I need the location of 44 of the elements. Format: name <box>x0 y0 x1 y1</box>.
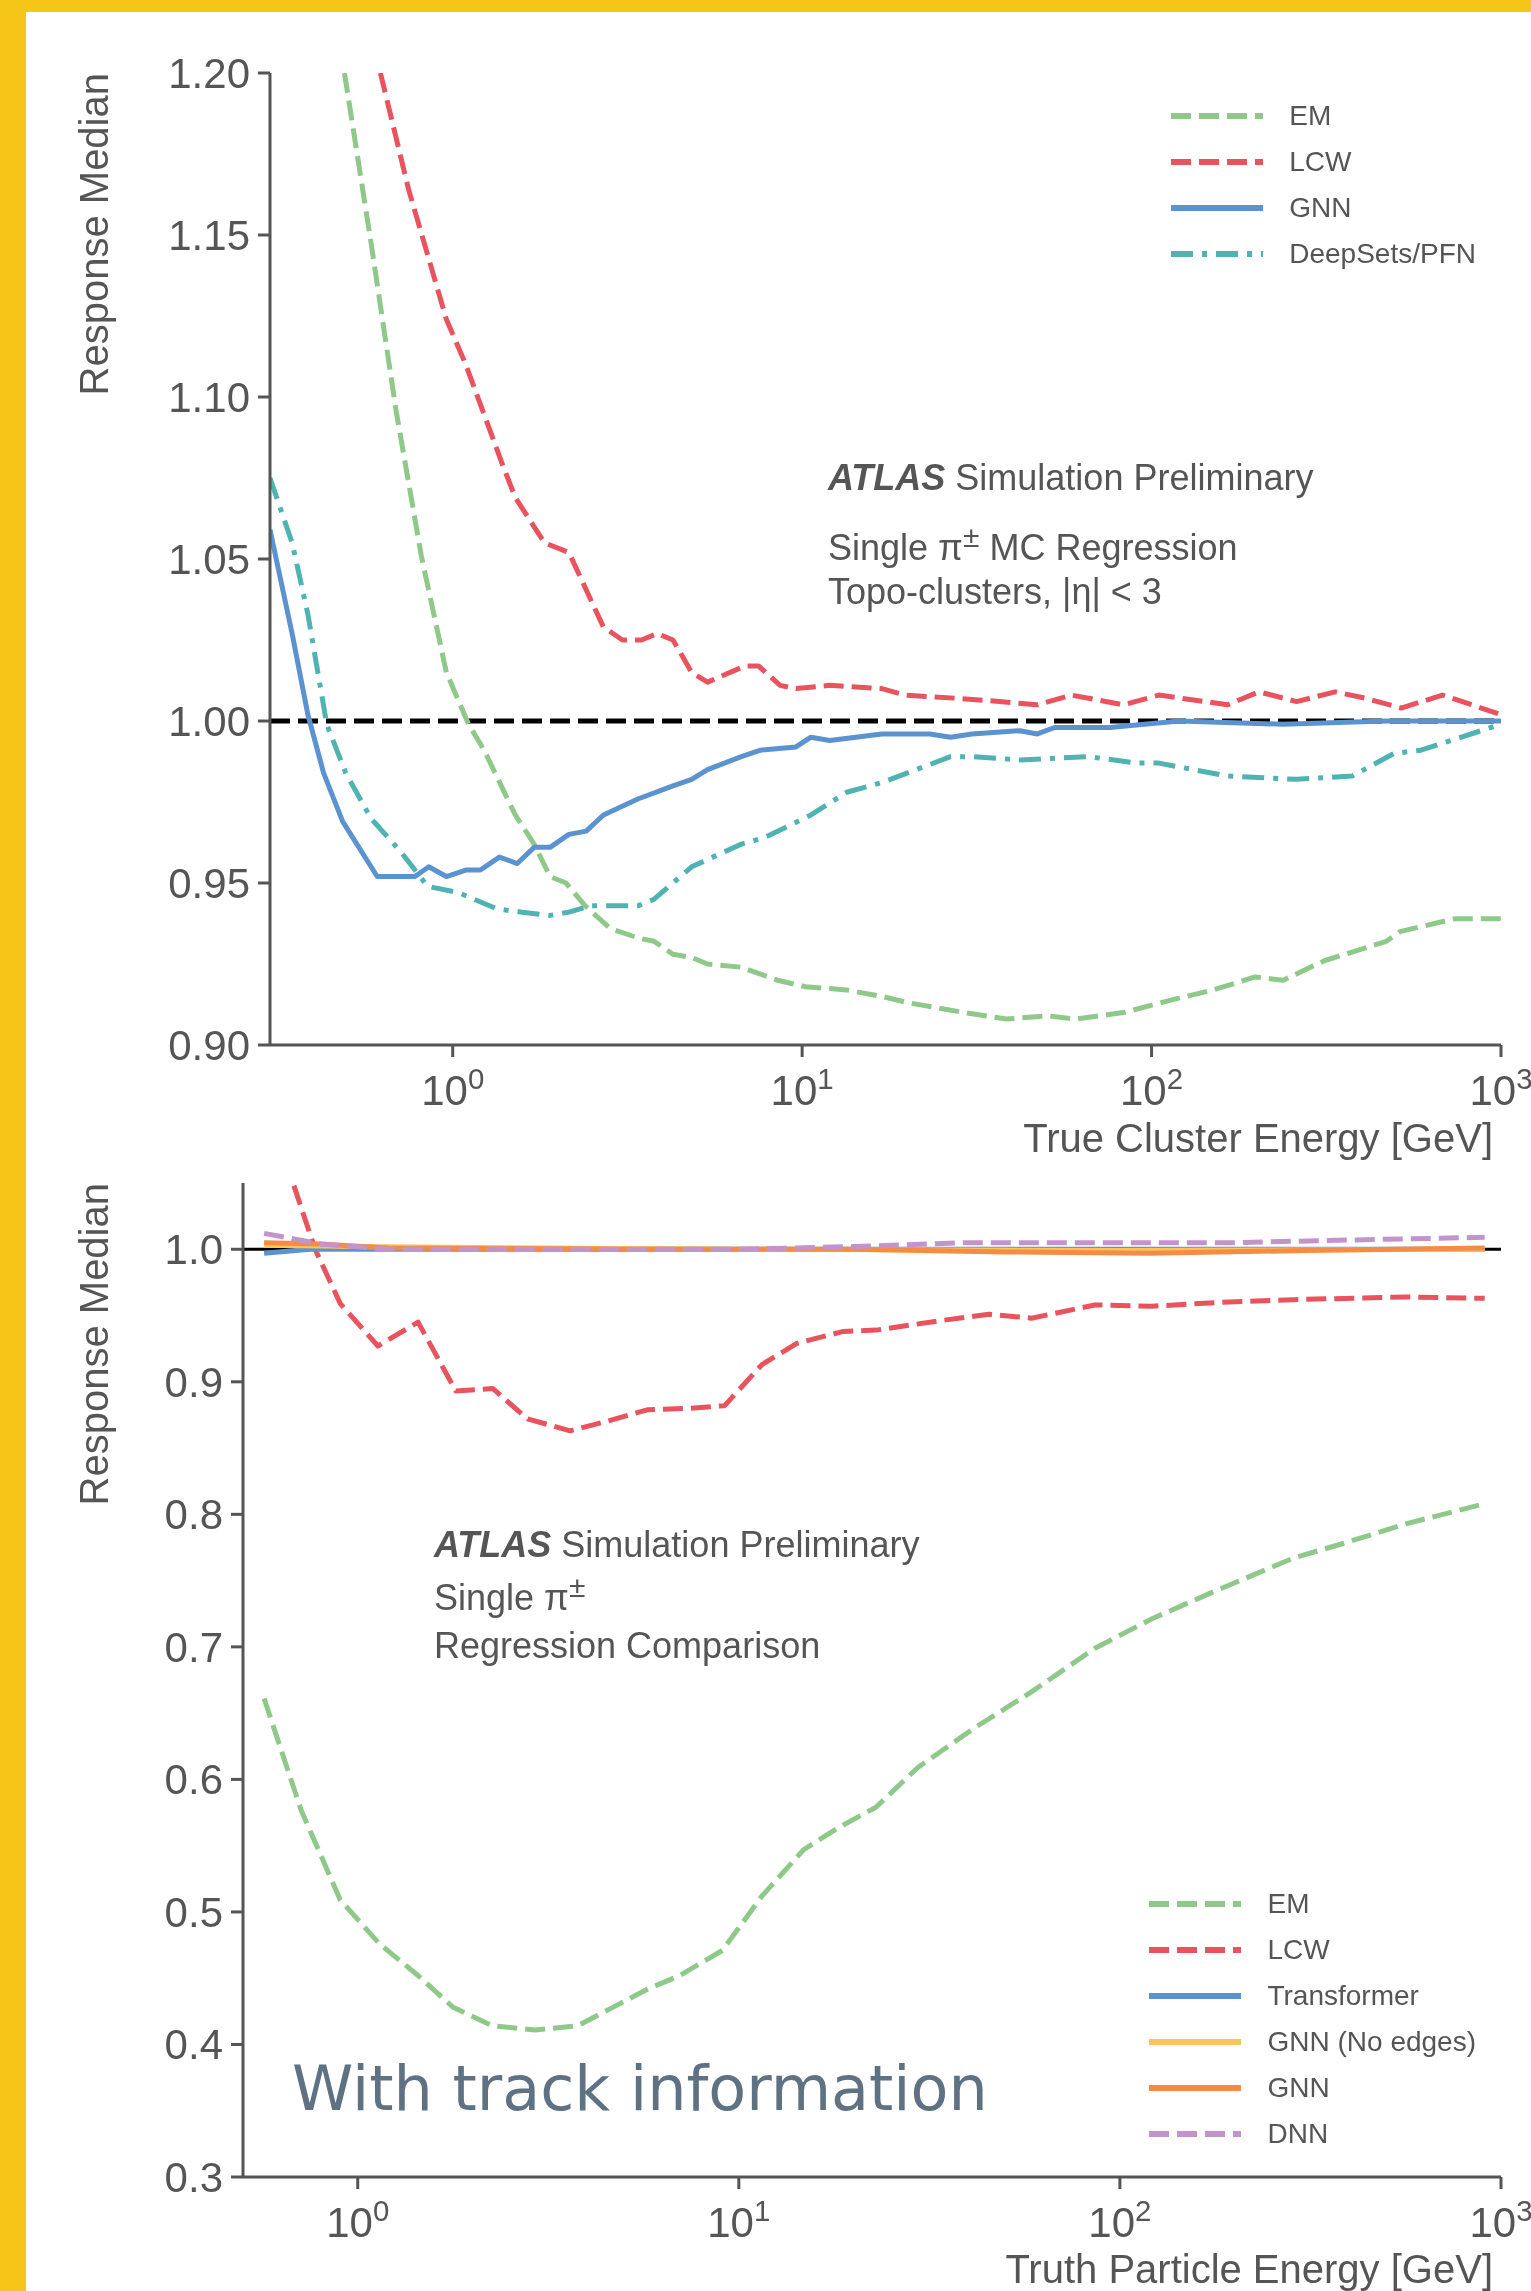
y-tick-label: 1.15 <box>168 211 250 259</box>
x-tick-label: 10$^{0}$ <box>326 2193 390 2246</box>
y-tick-label: 0.3 <box>164 2153 223 2201</box>
y-tick-label: 0.6 <box>164 1756 223 1804</box>
x-tick-label: 10$^{3}$ <box>1469 1061 1531 1114</box>
annotation: ATLAS Simulation Preliminary <box>828 457 1314 498</box>
y-tick-label: 0.9 <box>164 1358 223 1406</box>
x-tick-label: 10$^{2}$ <box>1120 1061 1184 1114</box>
x-axis-title: Truth Particle Energy [GeV] <box>1005 2247 1493 2291</box>
legend-label: EM <box>1267 1888 1310 1920</box>
legend-label: GNN <box>1267 2072 1330 2104</box>
annotation: Topo-clusters, |η| < 3 <box>828 571 1162 612</box>
x-tick-label: 10$^{0}$ <box>421 1061 485 1114</box>
x-axis-title: True Cluster Energy [GeV] <box>1023 1116 1493 1160</box>
annotation: Regression Comparison <box>434 1625 821 1666</box>
y-tick-label: 0.8 <box>164 1491 223 1539</box>
legend-label: DNN <box>1267 2118 1329 2150</box>
y-tick-label: 0.7 <box>164 1623 223 1671</box>
annotation: ATLAS Simulation Preliminary <box>434 1524 920 1565</box>
legend-label: DeepSets/PFN <box>1289 238 1476 270</box>
annotation: Single π$^{±}$ MC Regression <box>828 520 1238 568</box>
legend-label: LCW <box>1267 1934 1330 1966</box>
x-tick-label: 10$^{2}$ <box>1088 2193 1152 2246</box>
y-tick-label: 1.05 <box>168 535 250 583</box>
legend-label: EM <box>1289 100 1332 132</box>
y-axis-title: Response Median <box>72 73 117 396</box>
y-tick-label: 0.5 <box>164 1888 223 1936</box>
legend-label: LCW <box>1289 146 1352 178</box>
annotation: Single π$^{±}$ <box>434 1570 586 1618</box>
annotation: With track information <box>292 2052 988 2125</box>
x-tick-label: 10$^{1}$ <box>770 1061 834 1114</box>
y-tick-label: 1.00 <box>168 697 250 745</box>
y-tick-label: 0.95 <box>168 859 250 907</box>
x-tick-label: 10$^{1}$ <box>707 2193 771 2246</box>
y-tick-label: 1.0 <box>164 1225 223 1273</box>
x-tick-label: 10$^{3}$ <box>1469 2193 1531 2246</box>
y-tick-label: 0.4 <box>164 2021 223 2069</box>
y-axis-title: Response Median <box>72 1183 117 1506</box>
y-tick-label: 1.10 <box>168 373 250 421</box>
legend-label: Transformer <box>1267 1980 1419 2012</box>
y-tick-label: 1.20 <box>168 49 250 97</box>
y-tick-label: 0.90 <box>168 1021 250 1069</box>
legend-label: GNN <box>1289 192 1352 224</box>
legend-label: GNN (No edges) <box>1267 2026 1476 2058</box>
